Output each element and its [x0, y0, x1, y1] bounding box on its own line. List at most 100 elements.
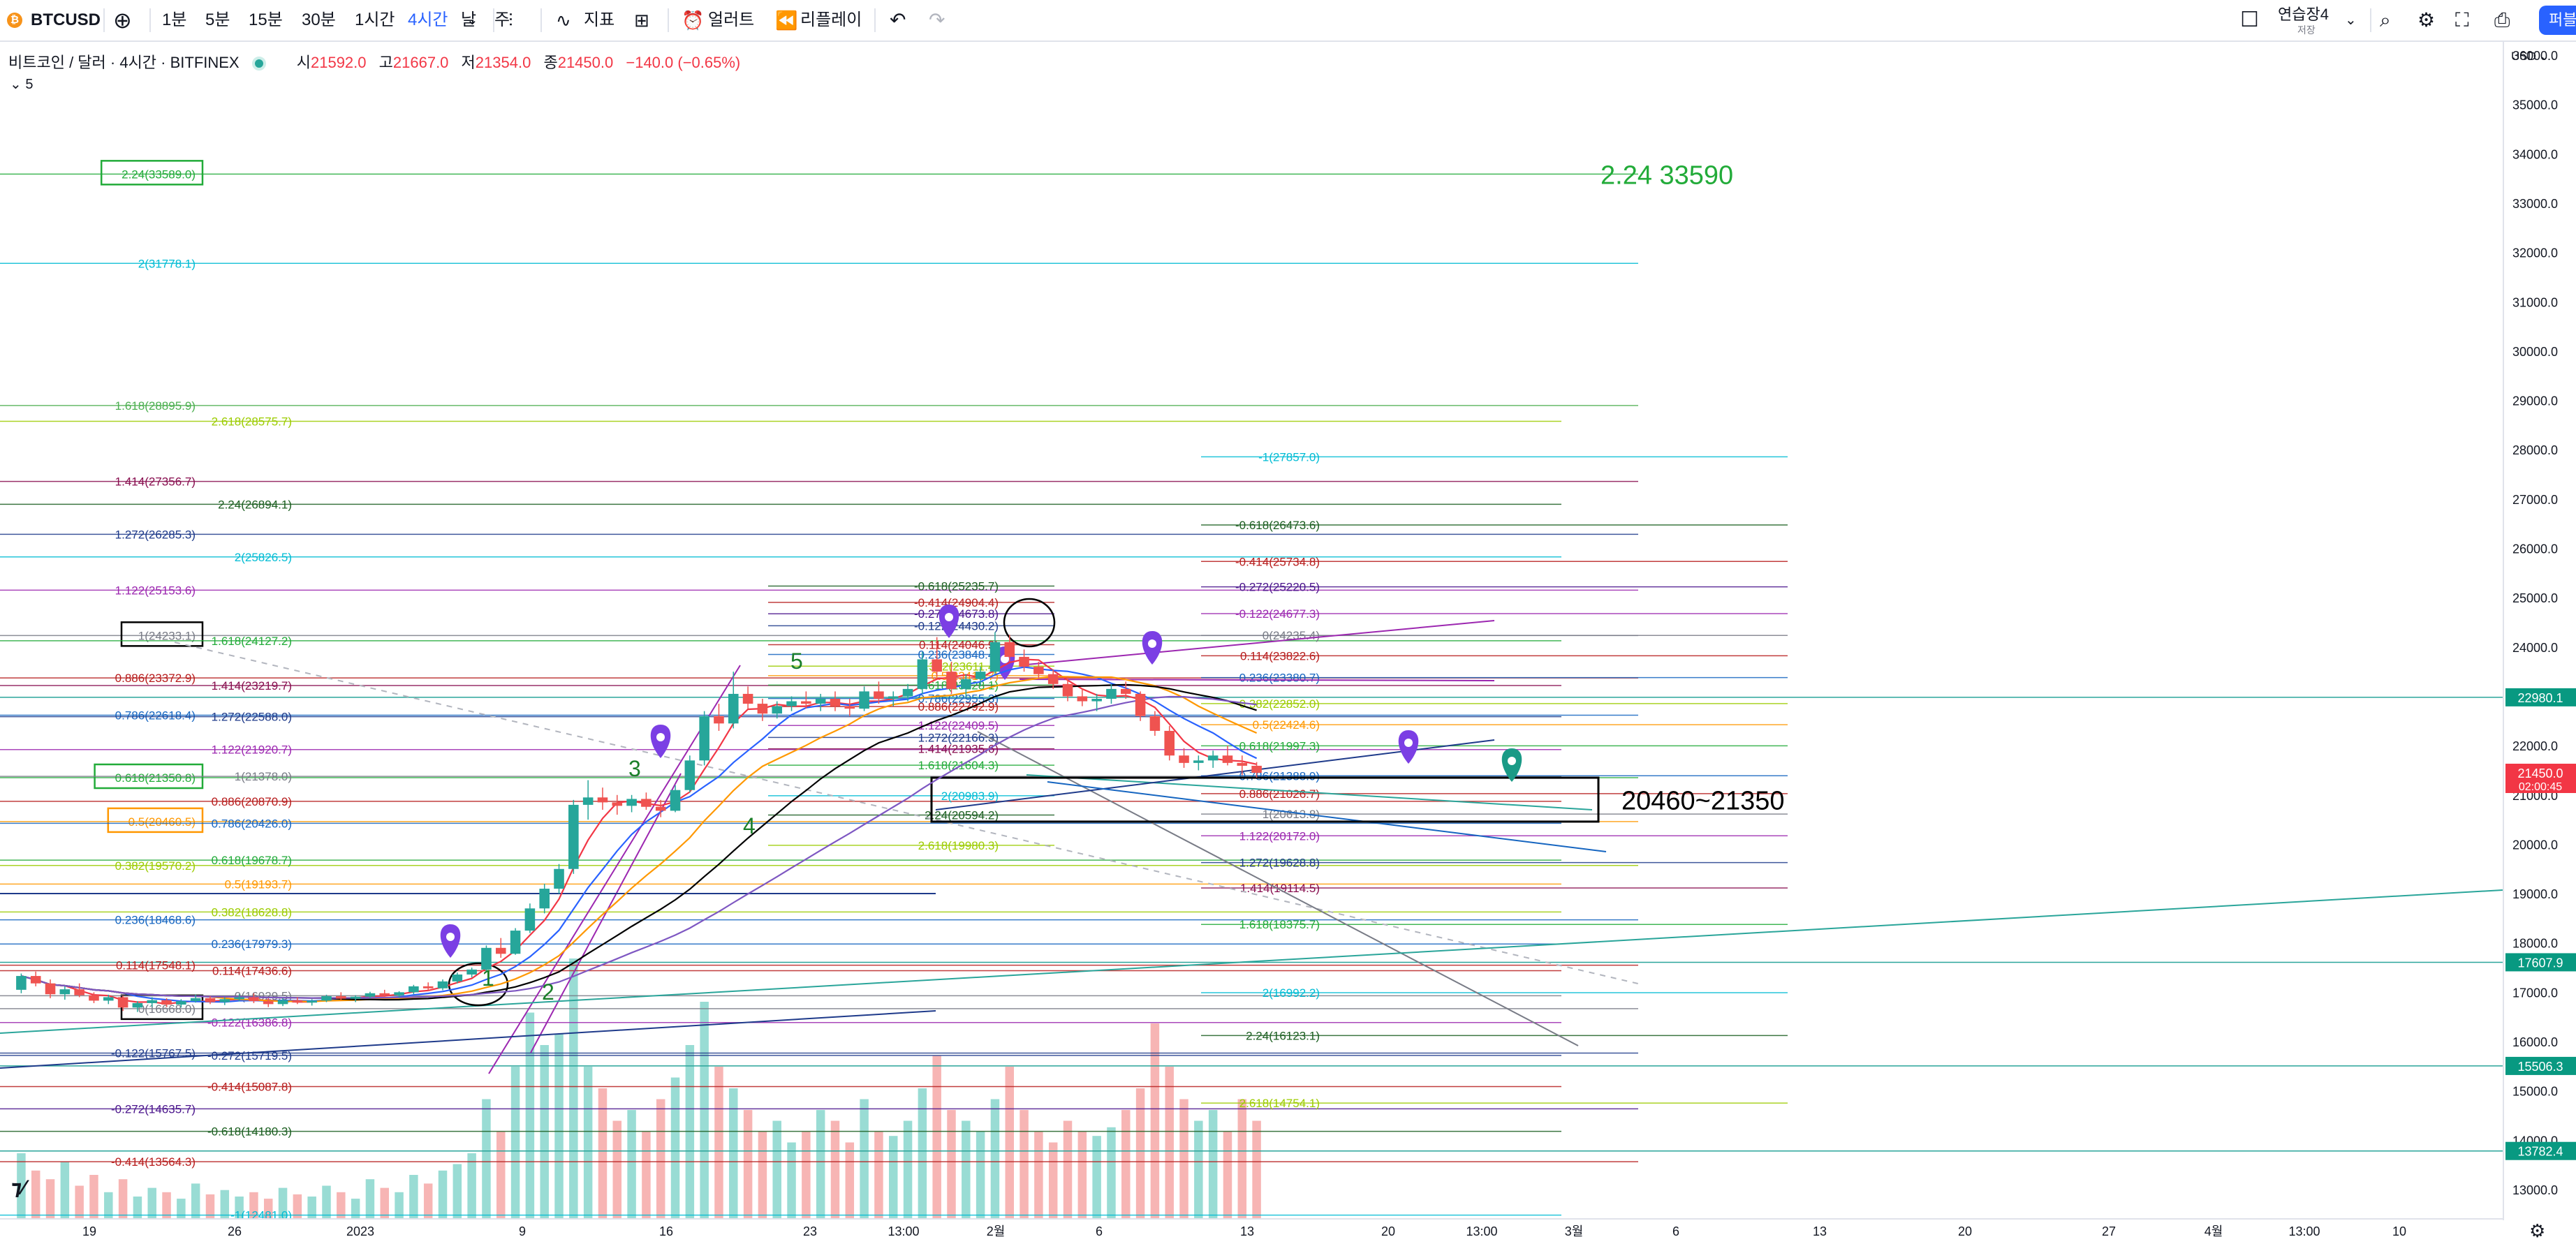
candle-body — [1164, 730, 1175, 756]
time-tick-label: 13:00 — [2288, 1224, 2320, 1238]
templates-icon[interactable]: ⊞ — [634, 10, 649, 31]
candle-body — [1135, 693, 1146, 716]
interval-option[interactable]: 1시간 — [355, 10, 395, 29]
candle-body — [74, 989, 84, 995]
fib-right-label: 1.414(19114.5) — [1240, 882, 1320, 895]
fib-left-label: 1.618(28895.9) — [115, 399, 196, 413]
publish-button[interactable]: 퍼블 — [2539, 6, 2576, 35]
bitcoin-icon: ₿ — [7, 13, 22, 28]
fib-right-label: 0.786(21388.9) — [1239, 769, 1320, 783]
candle-body — [16, 976, 27, 990]
candle-body — [874, 691, 884, 699]
volume-bar — [612, 1120, 622, 1218]
price-tick-label: 22000.0 — [2512, 739, 2558, 753]
volume-bar — [365, 1179, 375, 1218]
trend-line — [0, 1010, 936, 1069]
alarm-clock-icon[interactable]: ⏰ — [682, 10, 705, 31]
volume-bar — [1121, 1110, 1131, 1218]
candle-body — [394, 992, 404, 995]
candle-body — [1207, 755, 1219, 761]
search-icon[interactable]: ⌕ — [2380, 9, 2391, 31]
ohlc-open: 시21592.0 — [296, 54, 367, 71]
fullscreen-icon[interactable]: ⛶ — [2455, 9, 2469, 31]
price-chart[interactable]: 2.24(33589.0) 2(31778.1) 1.618(28895.9) 1.4… — [0, 42, 2503, 1218]
time-tick-label: 6 — [1672, 1224, 1679, 1238]
price-tick-label: 17000.0 — [2512, 986, 2558, 1000]
volume-bar — [220, 1190, 230, 1218]
layout-chevron-down-icon[interactable]: ⌄ — [2345, 13, 2357, 28]
candle-body — [190, 998, 201, 1002]
replay-button[interactable]: 리플레이 — [800, 10, 862, 29]
interval-option[interactable]: 5분 — [205, 10, 230, 29]
replay-icon[interactable]: ⏪ — [775, 10, 798, 31]
candle-body — [1033, 667, 1044, 674]
interval-option[interactable]: 15분 — [249, 10, 283, 29]
volume-bar — [89, 1175, 98, 1218]
fib-right-label: -1(27857.0) — [1258, 450, 1320, 464]
interval-option[interactable]: 주 — [494, 10, 510, 29]
time-tick-label: 13 — [1240, 1224, 1254, 1238]
price-tick-label: 13000.0 — [2512, 1183, 2558, 1197]
volume-bar — [830, 1120, 840, 1218]
interval-option[interactable]: 1분 — [162, 10, 187, 29]
toolbar-divider — [103, 8, 105, 32]
fib-center-label: -0.618(25235.7) — [914, 580, 999, 593]
alert-button[interactable]: 얼러트 — [708, 10, 755, 29]
camera-icon[interactable]: ⎙ — [2494, 9, 2510, 31]
indicators-icon[interactable]: ∿ — [556, 10, 571, 31]
interval-option[interactable]: 30분 — [302, 10, 336, 29]
interval-option[interactable]: 4시간 — [408, 10, 448, 29]
symbol-search[interactable]: BTCUSD — [31, 10, 101, 29]
volume-bar — [322, 1185, 331, 1218]
volume-bar — [642, 1132, 651, 1218]
candle-type-icon[interactable]: ⫶ — [508, 10, 513, 31]
redo-icon[interactable]: ↷ — [929, 9, 945, 31]
market-status-icon — [251, 57, 266, 71]
candle-body — [132, 1002, 143, 1008]
candle-body — [684, 760, 695, 790]
pin-dot — [1001, 655, 1009, 663]
candle-body — [292, 1000, 303, 1003]
chevron-down-icon[interactable]: ⌄ — [466, 13, 478, 28]
tradingview-logo[interactable]: ⁊⁄ — [11, 1176, 26, 1199]
candle-body — [597, 797, 608, 803]
price-tick-label: 35000.0 — [2512, 98, 2558, 112]
price-badge-label: 13782.4 — [2517, 1145, 2563, 1159]
fib-left-label: 0.618(21350.8) — [115, 771, 196, 785]
fib-center-label: 0.236(23848.4) — [918, 649, 999, 662]
axis-settings-gear-icon[interactable]: ⚙ — [2529, 1220, 2546, 1241]
candle-body — [554, 868, 564, 889]
add-symbol-icon[interactable]: ⊕ — [113, 8, 132, 33]
symbol-title[interactable]: 비트코인 / 달러 · 4시간 · BITFINEX — [8, 54, 240, 71]
layout-square-icon[interactable]: ☐ — [2240, 8, 2259, 31]
layout-name[interactable]: 연습장4 — [2278, 6, 2329, 23]
candle-body — [932, 659, 942, 672]
undo-icon[interactable]: ↶ — [890, 9, 906, 31]
price-axis[interactable]: USD ⌄ 36000.0 35000.0 34000.0 33000.0 32000.0… — [2503, 42, 2576, 1244]
fib-left-box — [120, 621, 204, 647]
candle-body — [277, 1000, 288, 1005]
trend-line — [1026, 774, 1593, 810]
interval-option[interactable]: 날 — [461, 10, 477, 29]
price-tick-label: 20000.0 — [2512, 838, 2558, 852]
toolbar-divider — [668, 8, 669, 32]
gear-icon[interactable]: ⚙ — [2417, 9, 2436, 31]
candle-body — [772, 706, 783, 714]
volume-bar — [191, 1183, 200, 1218]
price-change: −140.0 (−0.65%) — [626, 54, 741, 71]
fib-left-box — [100, 160, 204, 186]
candle-body — [495, 947, 506, 954]
trend-line — [0, 889, 2503, 1034]
volume-bar — [45, 1179, 55, 1218]
volume-bar — [31, 1170, 41, 1218]
candle-body — [1077, 696, 1088, 702]
price-tick-label: 30000.0 — [2512, 345, 2558, 359]
time-axis[interactable]: 19 26 2023 9 16 23 13:00 2월 6 13 20 13:00 3월 6 13 20 27 4… — [0, 1218, 2503, 1241]
volume-bar — [278, 1187, 288, 1218]
indicator-collapse-button[interactable]: ⌄ 5 — [10, 77, 34, 92]
indicators-button[interactable]: 지표 — [584, 10, 615, 29]
ohlc-high: 고21667.0 — [378, 54, 449, 71]
candle-body — [481, 947, 492, 970]
volume-bar — [670, 1077, 680, 1218]
fib-mid-label: 1.414(23219.7) — [212, 679, 292, 693]
